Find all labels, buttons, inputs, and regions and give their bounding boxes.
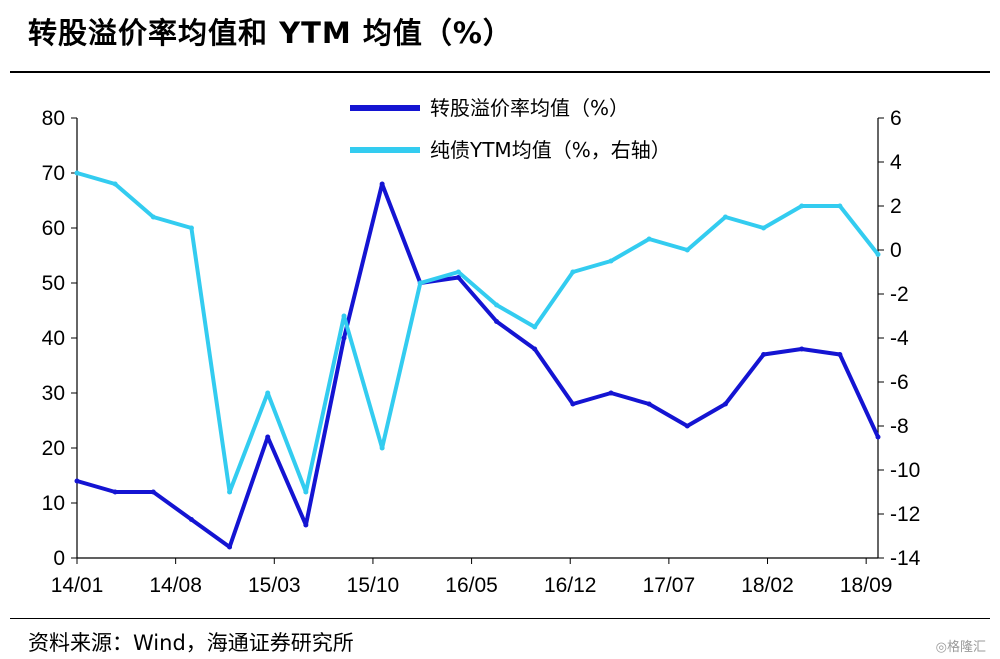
title-underline: [10, 71, 990, 73]
x-tick-label: 16/05: [445, 574, 498, 597]
series-2-point: [227, 489, 233, 495]
x-tick-label: 14/08: [149, 574, 202, 597]
series-1-point: [837, 352, 843, 357]
series-1-point: [532, 346, 538, 352]
legend-label-2: 纯债YTM均值（%，右轴）: [430, 138, 671, 162]
right-tick-label: 6: [890, 107, 902, 130]
series-1-point: [494, 319, 500, 324]
left-tick-label: 10: [42, 492, 65, 515]
series-line-1: [75, 182, 880, 549]
series-1-point: [570, 401, 576, 407]
left-tick-label: 80: [42, 107, 65, 130]
x-tick-label: 15/10: [347, 574, 400, 597]
series-1-point: [303, 522, 309, 528]
legend: 转股溢价率均值（%） 纯债YTM均值（%，右轴）: [350, 96, 671, 162]
left-tick-label: 20: [42, 437, 65, 460]
series-2-point: [875, 251, 881, 257]
series-2-point: [265, 390, 271, 396]
series-2-point: [303, 489, 309, 495]
right-tick-label: 4: [890, 151, 902, 174]
series-1-point: [265, 434, 271, 440]
series-1-point: [74, 478, 80, 484]
series-1-point: [761, 352, 767, 357]
x-tick-label: 18/02: [741, 574, 794, 597]
chart-title: 转股溢价率均值和 YTM 均值（%）: [28, 16, 513, 50]
x-tick-label: 17/07: [643, 574, 696, 597]
series-2-point: [722, 214, 728, 220]
series-2-point: [112, 181, 118, 187]
series-2-point: [379, 445, 385, 451]
series-1-point: [646, 401, 652, 407]
right-tick-label: -8: [890, 415, 909, 438]
x-tick-label: 14/01: [51, 574, 104, 597]
series-line-2: [75, 171, 880, 494]
series-2-point: [532, 324, 538, 330]
series-1-point: [379, 181, 385, 187]
footer-rule: [10, 618, 990, 619]
series-1-point: [684, 423, 690, 429]
series-1-point: [455, 275, 461, 280]
series-2-point: [417, 280, 423, 286]
series-2-point: [188, 225, 194, 231]
axes: 0 10 20 30 40 50 60 70 80 -14 -12 -10 -8 -6 -4 -2 0 2 4 6 14…: [42, 107, 921, 597]
x-tick-label: 16/12: [544, 574, 597, 597]
right-tick-label: -10: [890, 459, 920, 482]
right-tick-label: -14: [890, 547, 921, 570]
x-tick-label: 18/09: [840, 574, 893, 597]
series-1-point: [227, 544, 233, 550]
series-1-point: [799, 346, 805, 352]
left-tick-label: 0: [53, 547, 65, 570]
left-tick-label: 50: [42, 272, 65, 295]
series-2-point: [761, 225, 767, 231]
series-2-point: [494, 302, 500, 308]
series-1-point: [341, 335, 347, 341]
x-tick-label: 15/03: [248, 574, 301, 597]
right-tick-label: 0: [890, 239, 902, 262]
series-2-point: [570, 269, 576, 275]
series-1-point: [188, 517, 194, 522]
right-tick-label: 2: [890, 195, 902, 218]
left-tick-label: 40: [42, 327, 65, 350]
series-1-point: [722, 401, 728, 407]
left-tick-label: 60: [42, 217, 65, 240]
series-2-point: [341, 313, 347, 319]
right-tick-label: -2: [890, 283, 909, 306]
source-note: 资料来源：Wind，海通证券研究所: [28, 631, 354, 655]
series-2-point: [799, 203, 805, 209]
left-tick-label: 30: [42, 382, 65, 405]
series-2-point: [74, 170, 80, 176]
series-1-point: [608, 390, 614, 396]
chart-svg: 0 10 20 30 40 50 60 70 80 -14 -12 -10 -8 -6 -4 -2 0 2 4 6 14…: [42, 96, 921, 597]
series-2-point: [608, 258, 614, 264]
series-2-point: [646, 236, 652, 242]
series-2-point: [455, 269, 461, 275]
watermark-text: ◎格隆汇: [935, 640, 986, 655]
left-tick-label: 70: [42, 162, 65, 185]
series-group: [74, 170, 881, 550]
series-1-point: [150, 489, 156, 495]
series-2-point: [684, 247, 690, 253]
series-1-point: [875, 434, 881, 440]
series-1-point: [112, 489, 118, 495]
series-2-point: [837, 203, 843, 209]
right-tick-label: -12: [890, 503, 920, 526]
series-2-point: [150, 214, 156, 220]
right-tick-label: -6: [890, 371, 909, 394]
right-tick-label: -4: [890, 327, 909, 350]
legend-label-1: 转股溢价率均值（%）: [430, 96, 629, 120]
